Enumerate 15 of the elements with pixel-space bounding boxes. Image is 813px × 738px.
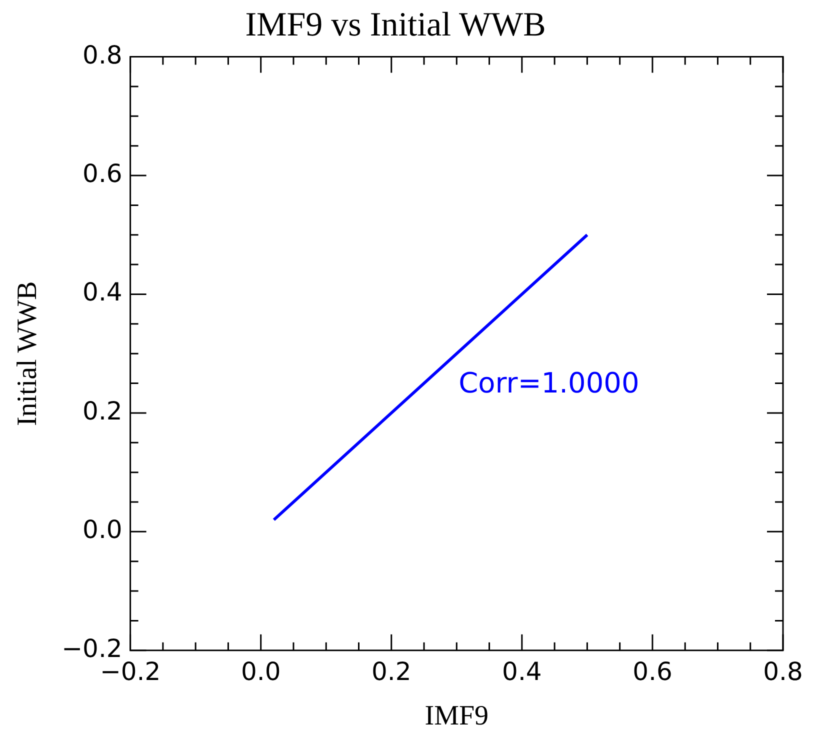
y-tick-label: 0.2 [82, 396, 122, 426]
y-tick-label: 0.0 [82, 515, 122, 544]
x-axis-title: IMF9 [424, 700, 489, 732]
annotation: Corr=1.0000 [458, 366, 640, 400]
y-tick-label: 0.4 [82, 278, 122, 307]
y-tick-label: 0.6 [82, 159, 122, 188]
y-axis-title: Initial WWB [12, 281, 44, 426]
chart-title: IMF9 vs Initial WWB [245, 6, 546, 44]
y-tick-label: 0.8 [82, 40, 122, 70]
x-tick-label: 0.8 [763, 656, 803, 686]
x-tick-label: 0.2 [372, 656, 412, 686]
y-tick-label: −0.2 [62, 634, 122, 663]
x-tick-label: 0.0 [240, 656, 281, 686]
x-tick-label: 0.4 [502, 656, 542, 686]
x-tick-label: 0.6 [632, 656, 672, 686]
